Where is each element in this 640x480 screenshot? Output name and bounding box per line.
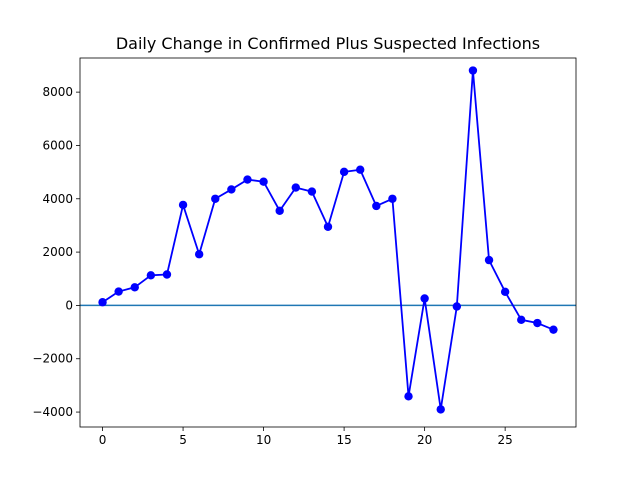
series-layer <box>98 66 558 414</box>
plot-area <box>80 58 576 427</box>
data-point <box>404 392 413 401</box>
data-point <box>227 185 236 194</box>
y-tick-label: 0 <box>65 298 73 312</box>
y-tick-label: 6000 <box>42 138 73 152</box>
data-point <box>307 187 317 196</box>
tick-layer: 0 5 10 15 20 25 −4000 −2000 0 2000 4000 6000 8000 <box>32 85 512 447</box>
data-point <box>533 318 542 328</box>
x-tick-label: 10 <box>256 433 271 447</box>
chart-title: Daily Change in Confirmed Plus Suspected… <box>116 34 540 53</box>
data-point <box>259 177 268 186</box>
data-point <box>178 200 188 210</box>
data-point <box>339 167 349 177</box>
data-point <box>130 283 139 292</box>
y-tick-label: 4000 <box>42 192 73 206</box>
data-point <box>452 302 462 311</box>
data-point <box>436 405 445 414</box>
x-tick-label: 0 <box>99 433 107 447</box>
data-point <box>275 206 284 215</box>
data-point <box>356 165 365 174</box>
data-point <box>484 255 494 265</box>
y-tick-label: 2000 <box>42 245 73 259</box>
axes-frame <box>79 57 577 428</box>
data-point <box>162 270 172 279</box>
data-point <box>420 294 429 303</box>
data-point <box>211 194 220 203</box>
x-tick-label: 5 <box>179 433 187 447</box>
data-point <box>500 287 510 297</box>
data-point <box>323 222 333 231</box>
x-tick-label: 25 <box>498 433 513 447</box>
y-tick-label: 8000 <box>42 85 73 99</box>
data-point <box>291 183 300 192</box>
data-point <box>98 298 107 307</box>
y-tick-label: −4000 <box>32 405 73 419</box>
data-point <box>468 66 478 75</box>
x-tick-label: 20 <box>417 433 432 447</box>
data-point <box>549 325 558 334</box>
data-point <box>146 271 156 280</box>
data-point <box>114 287 123 296</box>
data-point <box>372 201 381 211</box>
x-tick-label: 15 <box>336 433 351 447</box>
data-point <box>517 315 526 325</box>
data-point <box>194 250 204 259</box>
data-point <box>388 194 397 203</box>
y-tick-label: −2000 <box>32 352 73 366</box>
data-point <box>243 175 252 184</box>
